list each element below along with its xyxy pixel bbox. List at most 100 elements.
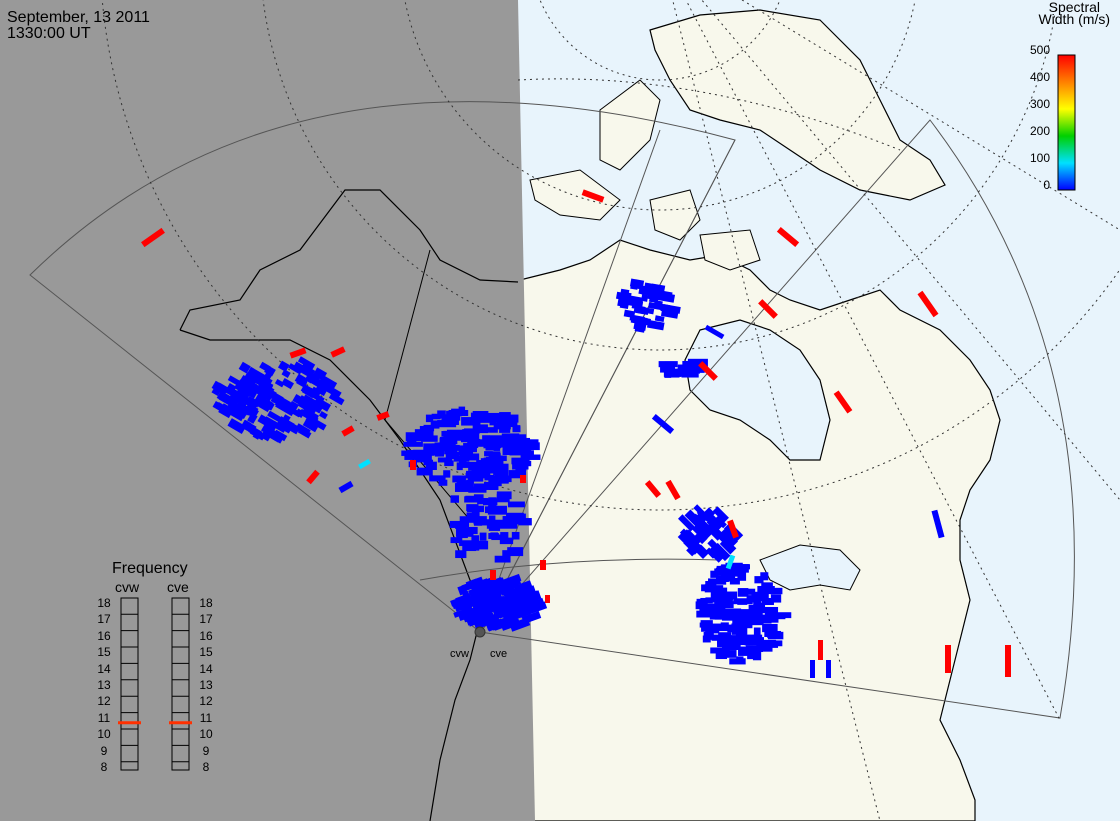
scatter-cell (739, 620, 753, 629)
day-ocean-arc (517, 78, 901, 151)
scatter-cell (764, 611, 777, 621)
great-lakes (759, 544, 861, 591)
scatter-cell (264, 365, 276, 377)
scatter-cell (622, 296, 640, 307)
cvw-radar-label: cvw (450, 648, 469, 660)
scatter-cell (465, 495, 480, 502)
scatter-cell (486, 519, 505, 527)
scatter-cell (451, 599, 467, 610)
scatter-cell (487, 609, 509, 622)
scatter-cell (272, 432, 285, 444)
scatter-cell (818, 640, 823, 660)
scatter-cell (478, 427, 498, 433)
scatter-cell (423, 446, 437, 456)
frequency-tick-label: 11 (97, 710, 111, 725)
scatter-cell (502, 550, 510, 558)
scatter-cell (499, 427, 511, 433)
scatter-cell (634, 322, 646, 333)
scatter-cell (501, 433, 520, 441)
scatter-cell (328, 392, 345, 406)
scatter-cell (703, 610, 710, 616)
scatter-cell (444, 446, 457, 455)
scatter-cell (456, 462, 463, 471)
colorbar-tick: 200 (1029, 124, 1050, 138)
frequency-bars (120, 597, 190, 771)
radar-site-marker (474, 626, 486, 638)
scatter-cell (471, 535, 480, 543)
scatter-cell (760, 572, 769, 581)
scatter-cell (745, 588, 756, 595)
scatter-cell (717, 635, 733, 645)
scatter-cell (403, 441, 423, 447)
frequency-tick-label: 18 (97, 596, 111, 610)
scatter-cell (294, 373, 309, 387)
scatter-cell (727, 519, 739, 539)
scatter-cell (699, 520, 710, 531)
scatter-cell (715, 651, 727, 660)
scatter-cell (704, 521, 724, 541)
scatter-cell (467, 526, 478, 535)
scatter-cell (719, 650, 737, 658)
scatter-cell (499, 537, 514, 545)
scatter-cell (523, 437, 531, 447)
scatter-cell (484, 481, 499, 490)
arctic-island-1 (599, 79, 661, 171)
scatter-cell (312, 367, 328, 381)
scatter-cell (406, 450, 421, 459)
scatter-cell (238, 361, 251, 374)
frequency-tick-label: 17 (199, 612, 213, 627)
scatter-cell (288, 363, 303, 375)
scatter-cell (737, 614, 755, 623)
scatter-cell (518, 434, 527, 441)
scatter-cell (252, 432, 261, 440)
scatter-cell (502, 447, 511, 455)
scatter-cell (491, 599, 511, 615)
scatter-cell (244, 372, 263, 386)
scatter-cell (719, 537, 737, 555)
scatter-cell (496, 494, 510, 503)
scatter-cell (738, 639, 754, 646)
scatter-cell (512, 426, 521, 433)
scatter-cell (523, 590, 539, 601)
scatter-cell (481, 588, 501, 602)
scatter-cell (239, 375, 255, 389)
scatter-cell (488, 515, 496, 524)
scatter-cell (490, 570, 496, 580)
scatter-cell (737, 588, 749, 597)
scatter-cell (658, 361, 678, 368)
frequency-tick-label: 18 (199, 596, 213, 610)
scatter-cell (691, 540, 708, 557)
scatter-cell (470, 412, 484, 420)
colorbar-tick: 500 (1029, 43, 1050, 57)
greenland (649, 9, 946, 201)
scatter-cell (501, 414, 519, 423)
scatter-cell (767, 629, 776, 639)
scatter-cell (758, 299, 778, 319)
scatter-cell (437, 457, 453, 463)
scatter-cell (473, 516, 487, 525)
scatter-cell (254, 371, 273, 386)
scatter-cell (521, 610, 542, 625)
scatter-cell (487, 505, 507, 515)
border-alaska (384, 249, 431, 421)
scatter-cell (745, 645, 764, 653)
scatter-cell (718, 632, 732, 638)
scatter-cell (684, 509, 704, 529)
scatter-cell (507, 547, 524, 557)
frequency-tick-label: 14 (97, 661, 111, 676)
scatter-cell (453, 606, 474, 618)
frequency-tick-label: 13 (199, 678, 213, 692)
scatter-cell (489, 435, 509, 444)
scatter-cell (634, 282, 644, 290)
scatter-cell (450, 537, 463, 544)
scatter-cell (710, 591, 719, 601)
scatter-cell (464, 428, 481, 434)
scatter-cell (703, 632, 714, 640)
scatter-cell (467, 505, 485, 513)
scatter-cell (751, 607, 770, 614)
scatter-cell (482, 578, 498, 591)
scatter-cell (444, 460, 454, 467)
scatter-cell (487, 620, 506, 632)
scatter-cell (520, 475, 526, 483)
scatter-cell (697, 510, 709, 522)
